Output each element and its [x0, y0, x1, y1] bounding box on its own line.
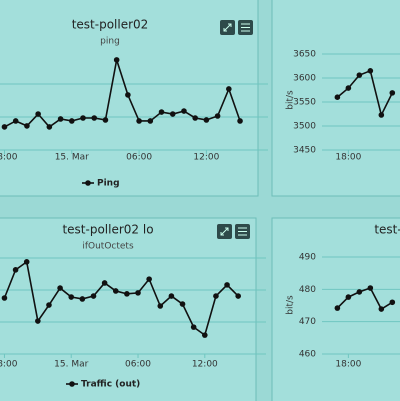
- data-point: [46, 302, 52, 308]
- x-tick-label: 15. Mar: [55, 153, 89, 163]
- data-point: [135, 290, 141, 296]
- y-tick-label: 3650: [293, 50, 316, 60]
- data-point: [12, 267, 19, 273]
- y-axis-label: bit/s: [286, 90, 296, 110]
- data-point: [235, 293, 241, 299]
- x-tick-label: 18:00: [0, 360, 18, 370]
- panel: [0, 217, 257, 401]
- data-point: [101, 280, 108, 286]
- data-point: [192, 115, 198, 121]
- data-point: [224, 282, 230, 288]
- legend-label: Traffic (out): [81, 380, 140, 390]
- y-tick-label: 3500: [293, 122, 316, 132]
- data-point: [356, 289, 363, 295]
- data-point: [345, 294, 352, 300]
- data-point: [91, 115, 98, 121]
- x-tick-label: 18:00: [0, 153, 18, 163]
- data-point: [68, 118, 75, 124]
- data-point: [367, 68, 374, 74]
- expand-button[interactable]: [217, 224, 232, 239]
- data-point: [113, 57, 120, 63]
- data-point: [146, 276, 152, 282]
- data-point: [125, 92, 131, 98]
- data-point: [24, 123, 30, 129]
- data-point: [237, 118, 243, 124]
- y-tick-label: 460: [299, 350, 316, 360]
- y-tick-label: 3550: [293, 98, 316, 108]
- x-tick-label: 18:00: [335, 153, 361, 163]
- data-point: [1, 295, 8, 301]
- series-line: [3, 260, 239, 337]
- data-point: [1, 124, 8, 130]
- series-line: [4, 59, 241, 128]
- data-point: [213, 293, 219, 299]
- data-point: [345, 85, 352, 91]
- data-point: [136, 118, 142, 124]
- data-point: [12, 118, 19, 124]
- legend-label: Ping: [97, 179, 120, 189]
- data-point: [334, 305, 341, 311]
- data-point: [202, 332, 208, 338]
- chart-title: test-poller02: [72, 18, 149, 32]
- data-point: [214, 113, 221, 119]
- legend-symbol: [69, 381, 75, 387]
- y-tick-label: 3600: [293, 74, 316, 84]
- data-point: [23, 259, 30, 265]
- legend-symbol: [85, 180, 91, 186]
- expand-button[interactable]: [220, 20, 235, 35]
- data-point: [79, 296, 86, 302]
- x-tick-label: 06:00: [126, 153, 152, 163]
- data-point: [157, 303, 164, 309]
- data-point: [168, 293, 175, 299]
- y-tick-label: 3450: [293, 146, 316, 156]
- data-point: [356, 72, 363, 78]
- chart-subtitle: ifOutOctets: [82, 242, 134, 252]
- x-tick-label: 12:00: [193, 153, 219, 163]
- data-point: [389, 299, 396, 306]
- data-point: [334, 94, 341, 100]
- data-point: [102, 117, 109, 123]
- data-point: [169, 111, 176, 117]
- menu-button[interactable]: [235, 224, 250, 239]
- x-tick-label: 18:00: [335, 360, 361, 370]
- data-point: [35, 111, 41, 117]
- data-point: [112, 288, 119, 294]
- data-point: [35, 318, 41, 324]
- data-point: [57, 116, 64, 122]
- data-point: [68, 294, 75, 300]
- data-point: [389, 90, 396, 96]
- data-point: [367, 285, 374, 291]
- x-tick-label: 15. Mar: [54, 360, 88, 370]
- data-point: [378, 112, 385, 118]
- data-point: [179, 301, 186, 307]
- y-axis-label: bit/s: [286, 295, 296, 315]
- chart-subtitle: ping: [100, 37, 120, 47]
- data-point: [190, 324, 197, 330]
- y-tick-label: 490: [299, 253, 316, 263]
- menu-button[interactable]: [238, 20, 253, 35]
- data-point: [46, 124, 53, 130]
- x-tick-label: 06:00: [125, 360, 151, 370]
- y-tick-label: 470: [299, 317, 316, 327]
- data-point: [203, 117, 210, 123]
- data-point: [57, 285, 63, 291]
- data-point: [378, 306, 385, 312]
- chart-title: test-: [374, 223, 400, 237]
- x-tick-label: 12:00: [192, 360, 218, 370]
- data-point: [90, 293, 97, 299]
- data-point: [80, 115, 86, 121]
- data-point: [226, 86, 232, 92]
- data-point: [147, 118, 154, 124]
- y-tick-label: 480: [299, 285, 316, 295]
- data-point: [124, 291, 130, 297]
- chart-title: test-poller02 lo: [62, 223, 153, 237]
- data-point: [181, 108, 187, 114]
- data-point: [158, 109, 165, 115]
